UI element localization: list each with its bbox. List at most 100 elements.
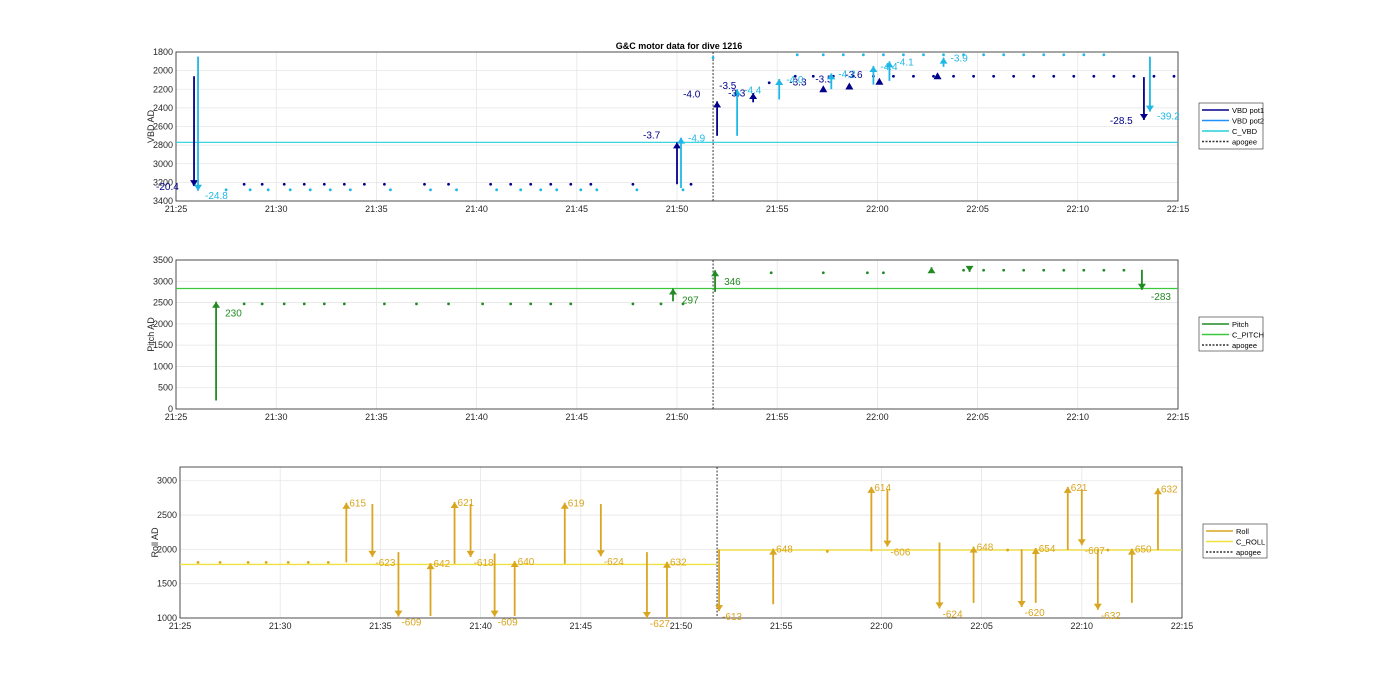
pot1-marker	[845, 82, 854, 90]
roll-move-head	[368, 550, 377, 557]
pot2-point	[942, 53, 945, 57]
legend-entry: VBD pot2	[1232, 117, 1264, 126]
roll-move-head	[426, 563, 435, 570]
roll-label: -613	[722, 612, 742, 623]
y-tick-label: 3400	[153, 196, 173, 206]
pot2-point	[795, 53, 799, 57]
x-tick-label: 22:05	[966, 412, 989, 422]
pot2-point	[711, 56, 715, 59]
y-tick-label: 2000	[153, 319, 173, 329]
pot1-move-head	[713, 101, 722, 108]
pitch-point	[681, 302, 685, 306]
roll-move-head	[1127, 548, 1136, 555]
pitch-point	[282, 302, 286, 306]
roll-label: -627	[650, 619, 670, 630]
roll-point	[286, 561, 290, 564]
pitch-label: 346	[724, 277, 741, 288]
pitch-point	[769, 271, 773, 275]
roll-move-head	[1153, 488, 1162, 495]
pitch-point	[342, 302, 346, 306]
pot1-point	[793, 74, 797, 78]
legend-entry: C_PITCH	[1232, 331, 1264, 340]
pot2-point	[495, 188, 499, 192]
roll-move-head	[450, 502, 459, 509]
y-axis-label: Pitch AD	[146, 317, 156, 352]
y-tick-label: 3000	[153, 276, 173, 286]
roll-label: -620	[1025, 608, 1045, 619]
x-tick-label: 22:10	[1071, 621, 1094, 631]
pitch-point	[659, 302, 663, 306]
roll-label: -624	[604, 557, 624, 568]
pot1-label: -4.0	[683, 89, 701, 100]
pitch-point	[260, 302, 264, 306]
roll-move-head	[662, 561, 671, 568]
pot1-point	[1172, 74, 1176, 78]
pot2-label: -4.2	[838, 69, 856, 80]
roll-label: 615	[349, 499, 366, 510]
pot1-point	[1112, 74, 1116, 78]
pot2-label: -4.1	[896, 57, 914, 68]
x-tick-label: 22:10	[1067, 412, 1090, 422]
pot1-label: -3.3	[728, 89, 746, 100]
pitch-move-head	[668, 288, 677, 295]
pot1-point	[892, 74, 895, 78]
pot2-move-head	[939, 57, 948, 64]
pot1-point	[1092, 74, 1096, 78]
x-tick-label: 21:25	[165, 204, 188, 214]
roll-move-head	[342, 502, 351, 509]
roll-label: 621	[458, 498, 475, 509]
pot1-point	[509, 182, 513, 186]
y-tick-label: 1000	[153, 361, 173, 371]
pot2-point	[1062, 53, 1066, 57]
pitch-move-head	[212, 301, 221, 308]
y-tick-label: 2000	[157, 544, 177, 554]
legend-entry: Pitch	[1232, 320, 1249, 329]
pot2-point	[962, 53, 965, 57]
legend-entry: C_VBD	[1232, 127, 1258, 136]
roll-move-head	[490, 610, 499, 617]
pitch-label: 230	[225, 309, 242, 320]
pot1-point	[549, 182, 553, 186]
pot1-label: -3.5	[815, 74, 833, 85]
pitch-label: -283	[1151, 292, 1171, 303]
roll-label: -609	[401, 618, 421, 629]
legend-entry: C_ROLL	[1236, 538, 1265, 547]
x-tick-label: 21:40	[465, 412, 488, 422]
pot2-move-head	[885, 61, 894, 68]
pot1-point	[529, 182, 533, 186]
pot2-point	[922, 53, 925, 57]
x-tick-label: 21:30	[265, 412, 288, 422]
pitch-point	[865, 271, 869, 275]
y-tick-label: 3000	[153, 159, 173, 169]
pot1-point	[362, 182, 366, 186]
pot1-point	[912, 74, 915, 78]
pot2-point	[288, 188, 292, 192]
x-tick-label: 21:55	[766, 204, 789, 214]
pot1-point	[992, 74, 996, 78]
roll-point	[1106, 548, 1110, 552]
roll-move-head	[1093, 603, 1102, 610]
pot1-label: -20.4	[156, 182, 179, 193]
pitch-move-head	[927, 267, 936, 274]
roll-point	[825, 550, 829, 553]
roll-move-head	[642, 612, 651, 618]
pot1-point	[242, 182, 246, 186]
roll-move-head	[1017, 601, 1026, 608]
x-tick-label: 22:15	[1171, 621, 1194, 631]
pot2-point	[1022, 53, 1026, 57]
pot1-point	[322, 182, 326, 186]
pitch-point	[549, 302, 553, 306]
pot1-point	[689, 182, 693, 186]
pitch-point	[1122, 268, 1126, 272]
pot1-point	[851, 74, 855, 78]
roll-label: -606	[890, 548, 910, 559]
y-tick-label: 1500	[157, 579, 177, 589]
roll-move-head	[466, 550, 475, 557]
pot2-move-head	[869, 65, 878, 72]
y-tick-label: 2600	[153, 122, 173, 132]
x-tick-label: 22:00	[870, 621, 893, 631]
pot2-point	[902, 53, 905, 57]
pitch-point	[631, 302, 635, 306]
